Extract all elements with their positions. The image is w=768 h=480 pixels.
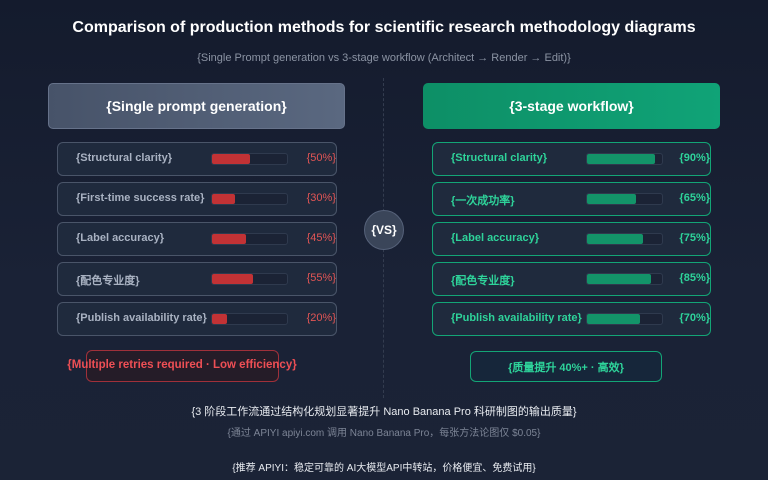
right-metric-row: {Structural clarity} {90%}	[432, 142, 711, 176]
left-metric-row: {Publish availability rate} {20%}	[57, 302, 337, 336]
metric-percent: {50%}	[306, 152, 336, 164]
three-stage-header: {3-stage workflow}	[423, 83, 720, 129]
progress-track	[586, 273, 663, 285]
progress-fill	[212, 194, 235, 204]
footer-pricing: {通过 APIYI apiyi.com 调用 Nano Banana Pro，每…	[227, 428, 541, 439]
footer-recommendation: {推荐 APIYI：稳定可靠的 AI大模型API中转站，价格便宜、免费试用}	[232, 463, 536, 474]
metric-label: {First-time success rate}	[76, 192, 205, 204]
metric-percent: {55%}	[306, 272, 336, 284]
left-metric-row: {Label accuracy} {45%}	[57, 222, 337, 256]
progress-track	[211, 233, 288, 245]
progress-fill	[212, 274, 254, 284]
right-metric-row: {一次成功率} {65%}	[432, 182, 711, 216]
metric-percent: {75%}	[679, 232, 710, 244]
progress-track	[586, 233, 663, 245]
left-metric-row: {Structural clarity} {50%}	[57, 142, 337, 176]
progress-fill	[212, 234, 246, 244]
metric-percent: {70%}	[679, 312, 710, 324]
right-metric-row: {配色专业度} {85%}	[432, 262, 711, 296]
single-prompt-header: {Single prompt generation}	[48, 83, 345, 129]
metric-percent: {45%}	[306, 232, 336, 244]
right-metric-row: {Label accuracy} {75%}	[432, 222, 711, 256]
metric-label: {Label accuracy}	[76, 232, 165, 244]
right-metric-row: {Publish availability rate} {70%}	[432, 302, 711, 336]
metric-label: {配色专业度}	[451, 275, 515, 287]
progress-track	[211, 273, 288, 285]
progress-track	[586, 313, 663, 325]
metric-percent: {85%}	[679, 272, 710, 284]
metric-label: {Structural clarity}	[451, 152, 547, 164]
metric-percent: {65%}	[679, 192, 710, 204]
progress-fill	[587, 234, 644, 244]
progress-track	[211, 153, 288, 165]
left-metric-row: {First-time success rate} {30%}	[57, 182, 337, 216]
vs-badge: {VS}	[364, 210, 404, 250]
metric-percent: {30%}	[306, 192, 336, 204]
progress-fill	[212, 314, 227, 324]
metric-label: {Label accuracy}	[451, 232, 540, 244]
metric-label: {Publish availability rate}	[451, 312, 582, 324]
page-title: Comparison of production methods for sci…	[72, 19, 696, 36]
metric-label: {配色专业度}	[76, 275, 140, 287]
progress-fill	[587, 314, 640, 324]
metric-percent: {90%}	[679, 152, 710, 164]
metric-percent: {20%}	[306, 312, 336, 324]
progress-fill	[587, 194, 636, 204]
progress-fill	[587, 154, 655, 164]
progress-fill	[212, 154, 250, 164]
progress-track	[211, 193, 288, 205]
right-summary: {质量提升 40%+ · 高效}	[470, 351, 662, 382]
left-summary: {Multiple retries required · Low efficie…	[67, 359, 297, 371]
progress-track	[586, 193, 663, 205]
metric-label: {一次成功率}	[451, 195, 515, 207]
progress-track	[586, 153, 663, 165]
progress-track	[211, 313, 288, 325]
metric-label: {Publish availability rate}	[76, 312, 207, 324]
left-metric-row: {配色专业度} {55%}	[57, 262, 337, 296]
page-subtitle: {Single Prompt generation vs 3-stage wor…	[197, 52, 571, 64]
metric-label: {Structural clarity}	[76, 152, 172, 164]
footer-conclusion: {3 阶段工作流通过结构化规划显著提升 Nano Banana Pro 科研制图…	[191, 406, 577, 418]
progress-fill	[587, 274, 651, 284]
left-summary-box	[86, 350, 279, 382]
